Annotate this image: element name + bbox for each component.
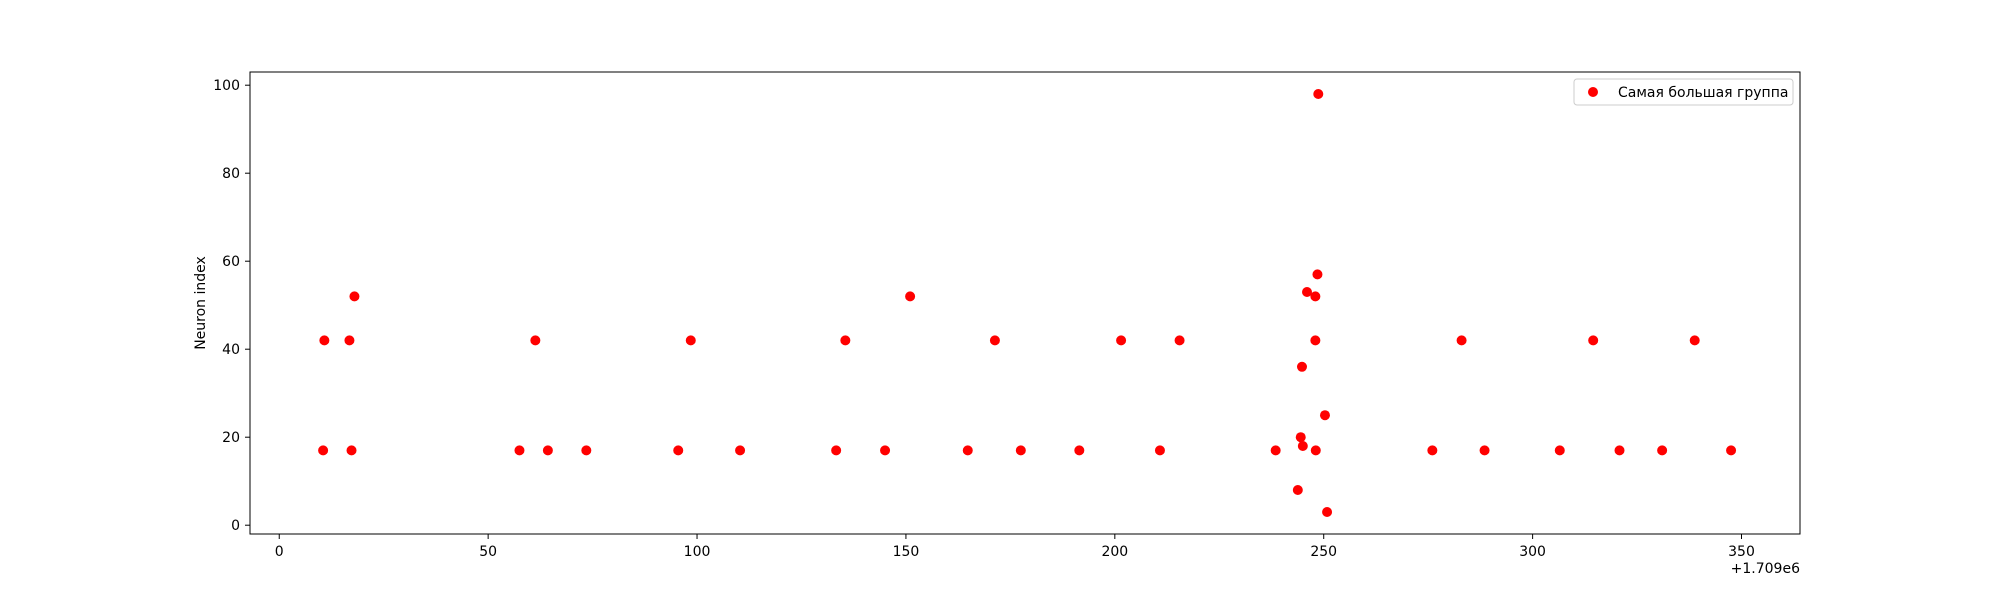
data-point [1310, 291, 1321, 302]
data-point [1456, 335, 1467, 346]
data-point [685, 335, 696, 346]
y-axis-ticks: 0 20 40 60 80 100 [213, 78, 250, 534]
data-point [1689, 335, 1700, 346]
data-point [1310, 445, 1321, 456]
data-point [1313, 89, 1324, 99]
data-point [735, 445, 746, 456]
data-point [1174, 335, 1185, 346]
data-point [319, 335, 330, 346]
data-point [1588, 335, 1599, 346]
data-point [1116, 335, 1127, 346]
data-point [1322, 507, 1333, 517]
data-point [1479, 445, 1490, 456]
x-tick-label: 50 [479, 544, 497, 560]
data-point [1319, 410, 1330, 421]
data-point [1554, 445, 1565, 456]
data-point [1015, 445, 1026, 456]
data-point [1270, 445, 1281, 456]
x-axis-ticks: 0 50 100 150 200 250 300 350 [275, 534, 1755, 560]
legend-label: Самая большая группа [1618, 85, 1788, 101]
data-points [318, 89, 1737, 517]
data-point [349, 291, 360, 302]
y-tick-label: 60 [222, 254, 240, 270]
y-tick-label: 100 [213, 78, 240, 94]
data-point [1296, 361, 1307, 372]
data-point [514, 445, 525, 456]
x-tick-label: 200 [1101, 544, 1128, 560]
data-point [318, 445, 329, 456]
data-point [880, 445, 891, 456]
data-point [1292, 485, 1303, 495]
x-tick-label: 250 [1310, 544, 1337, 560]
data-point [831, 445, 842, 456]
legend-box [1573, 78, 1794, 106]
y-tick-label: 0 [231, 518, 240, 534]
data-point [673, 445, 684, 456]
x-axis-offset-label: +1.709e6 [1731, 561, 1800, 577]
x-tick-label: 350 [1728, 544, 1755, 560]
data-point [542, 445, 553, 456]
data-point [1302, 287, 1313, 297]
y-tick-label: 80 [222, 166, 240, 182]
legend: Самая большая группа [1573, 78, 1794, 106]
data-point [581, 445, 592, 456]
data-point [905, 291, 916, 302]
data-point [344, 335, 355, 346]
x-tick-label: 150 [893, 544, 920, 560]
data-point [530, 335, 541, 346]
data-point [962, 445, 973, 456]
data-point [1154, 445, 1165, 456]
data-point [1074, 445, 1085, 456]
data-point [1312, 269, 1323, 280]
data-point [1657, 445, 1668, 456]
data-point [1726, 445, 1737, 456]
y-axis-label: Neuron index [193, 256, 209, 350]
data-point [1297, 441, 1308, 451]
data-point [989, 335, 1000, 346]
data-point [1310, 335, 1321, 346]
x-tick-label: 300 [1519, 544, 1546, 560]
data-point [840, 335, 851, 346]
data-point [1295, 432, 1306, 443]
data-point [1614, 445, 1625, 456]
data-point [1427, 445, 1438, 456]
plot-frame [249, 71, 1801, 535]
y-tick-label: 40 [222, 342, 240, 358]
data-point [346, 445, 357, 456]
legend-marker [1588, 87, 1598, 97]
x-tick-label: 0 [275, 544, 284, 560]
x-tick-label: 100 [684, 544, 711, 560]
y-tick-label: 20 [222, 430, 240, 446]
